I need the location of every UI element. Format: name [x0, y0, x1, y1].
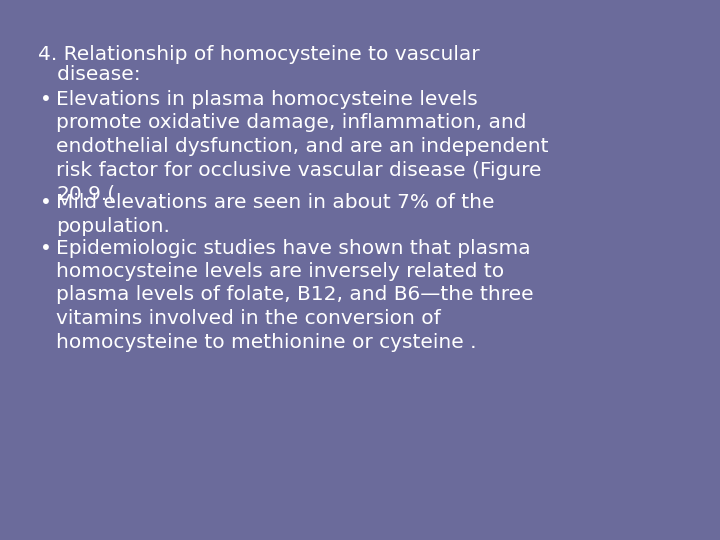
Text: •: • — [40, 90, 52, 109]
Text: •: • — [40, 239, 52, 258]
Text: Epidemiologic studies have shown that plasma
homocysteine levels are inversely r: Epidemiologic studies have shown that pl… — [56, 239, 534, 352]
Text: Elevations in plasma homocysteine levels
promote oxidative damage, inflammation,: Elevations in plasma homocysteine levels… — [56, 90, 549, 203]
Text: Mild elevations are seen in about 7% of the
population.: Mild elevations are seen in about 7% of … — [56, 193, 495, 236]
Text: 4. Relationship of homocysteine to vascular: 4. Relationship of homocysteine to vascu… — [38, 45, 480, 64]
Text: •: • — [40, 193, 52, 213]
Text: disease:: disease: — [38, 64, 140, 84]
